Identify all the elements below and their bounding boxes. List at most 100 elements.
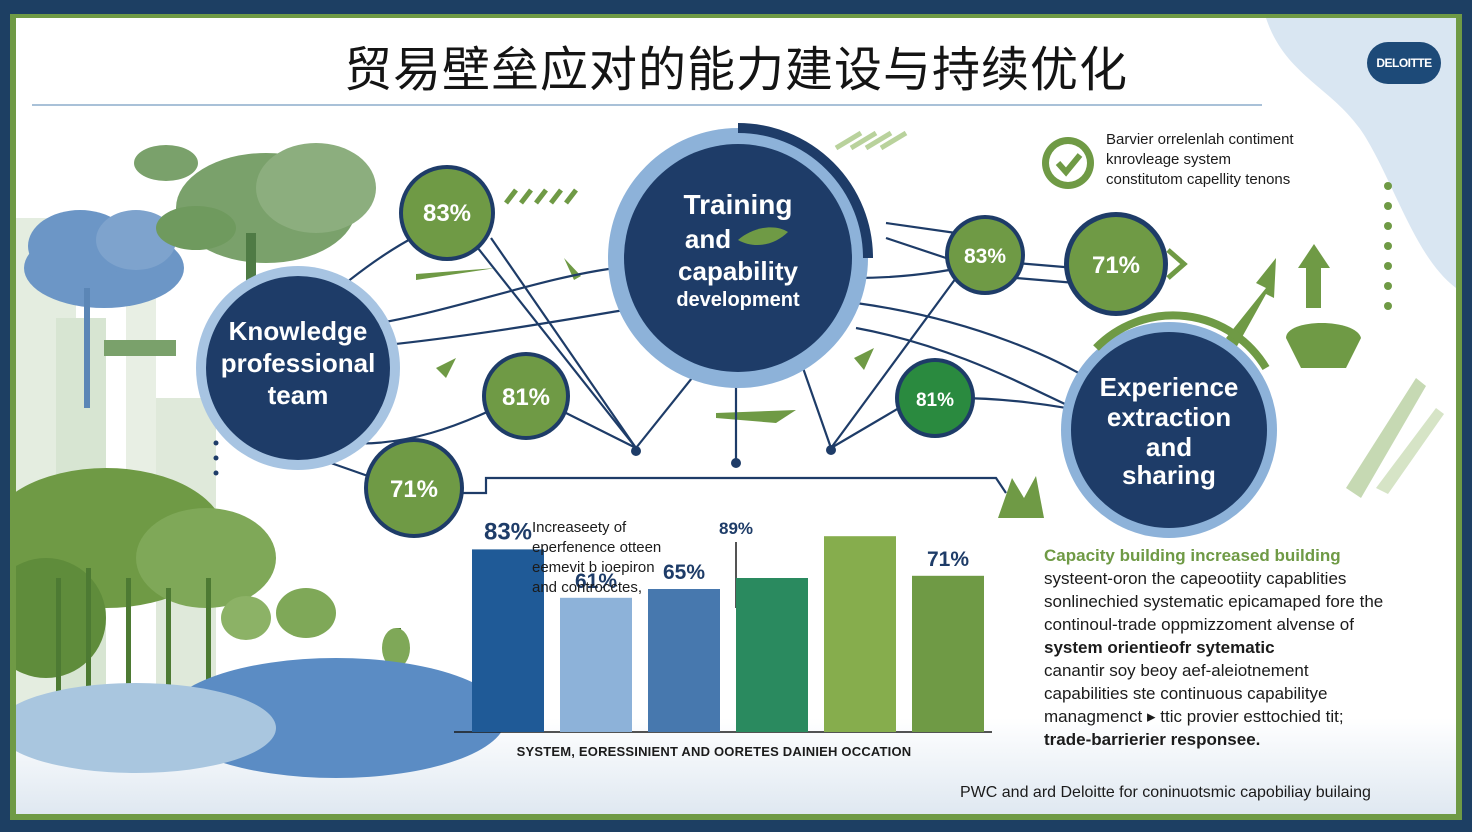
forest	[221, 596, 271, 640]
forest	[136, 508, 276, 608]
leaf-graphic	[436, 358, 456, 378]
summary-line: trade-barrierier responsee.	[1044, 730, 1261, 749]
cloud	[96, 210, 176, 270]
bar-data-label: 65%	[663, 561, 705, 584]
hub-knowledge-line: Knowledge	[229, 316, 368, 346]
percent-node: 81%	[895, 358, 975, 438]
chart-x-label: SYSTEM, EORESSINIENT AND OORETES DAINIEH…	[516, 744, 912, 759]
summary-paragraph: Capacity building increased building sys…	[1044, 544, 1449, 751]
chart-bar	[560, 597, 632, 732]
summary-line: sonlinechied systematic epicamaped fore …	[1044, 592, 1384, 611]
chart-bar	[648, 589, 720, 732]
chart-bar	[912, 575, 984, 732]
network-joints	[631, 445, 836, 468]
chart-bar	[736, 578, 808, 732]
percent-node: 71%	[1064, 212, 1168, 316]
svg-text:83%: 83%	[423, 200, 471, 227]
chart-bar	[824, 536, 896, 732]
chevron-graphic	[504, 188, 578, 205]
arrow-graphic	[1226, 258, 1276, 348]
chart-note-line: eperfenence otteen	[532, 539, 662, 556]
title-divider	[32, 104, 1262, 106]
chart-bar	[472, 549, 544, 732]
svg-text:83%: 83%	[964, 245, 1006, 268]
summary-line: systeent-oron the capeootiity capablitie…	[1044, 569, 1347, 588]
arrow-graphic	[1346, 378, 1426, 498]
network-lines	[315, 216, 1117, 495]
hub-experience-line: extraction	[1107, 402, 1231, 432]
tree-crown	[256, 143, 376, 233]
page-title: 贸易壁垒应对的能力建设与持续优化	[343, 42, 1128, 98]
summary-line: capabilities ste continuous capabilitye	[1044, 684, 1328, 703]
tree-trunk	[56, 578, 61, 728]
percent-node: 83%	[945, 215, 1025, 295]
tree-trunk	[86, 568, 91, 718]
svg-text:81%: 81%	[916, 390, 954, 411]
tree-trunk	[206, 578, 211, 728]
leaf-graphic	[416, 268, 496, 280]
hub-training: Training and capability development	[608, 123, 873, 388]
summary-line: managmenct ▸ ttic provier esttochied tit…	[1044, 707, 1344, 726]
corner-blob	[1266, 18, 1456, 288]
hub-training-line: and	[685, 224, 731, 254]
svg-text:71%: 71%	[1092, 252, 1140, 279]
background-art: Knowledge professional team Training and…	[16, 18, 1456, 814]
tree-trunk	[246, 233, 256, 293]
hub-experience: Experience extraction and sharing	[1061, 311, 1277, 538]
leaf-icon	[738, 227, 788, 246]
summary-line: continoul-trade oppmizzoment alvense of	[1044, 615, 1354, 634]
chart-note-line: Increaseety of	[532, 519, 627, 536]
summary-line: canantir soy beoy aef-aleiotnement	[1044, 661, 1309, 680]
hill	[16, 683, 276, 773]
tree-crown	[134, 145, 198, 181]
hub-experience-line: and	[1146, 432, 1192, 462]
infographic-canvas: Knowledge professional team Training and…	[16, 18, 1456, 814]
legend-line: Barvier orrelenlah contiment	[1106, 131, 1294, 148]
pole	[104, 340, 176, 356]
arrow-graphic	[1376, 408, 1444, 494]
hub-training-line: Training	[684, 189, 793, 220]
chart-note: Increaseety of eperfenence otteen eemevi…	[532, 518, 661, 598]
hub-training-line: capability	[678, 256, 798, 286]
arrow-graphic	[1286, 323, 1361, 368]
check-icon	[1042, 137, 1094, 189]
arrow-graphic	[1298, 244, 1330, 268]
summary-line: system orientieofr sytematic	[1044, 638, 1275, 657]
hub-knowledge: Knowledge professional team	[196, 266, 400, 470]
tree-trunk	[84, 288, 90, 408]
bar-data-label: 71%	[927, 548, 969, 571]
footer-credit: PWC and ard Deloitte for coninuotsmic ca…	[960, 784, 1371, 801]
chart-callout: 89%	[719, 519, 753, 538]
tree-crown	[156, 206, 236, 250]
legend-line: constitutom capellity tenons	[1106, 171, 1291, 188]
tree-trunk	[166, 588, 171, 728]
bar-data-label: 83%	[484, 518, 532, 545]
hub-experience-line: sharing	[1122, 460, 1216, 490]
hub-experience-line: Experience	[1100, 372, 1239, 402]
chart-note-line: and controcctes,	[532, 579, 643, 596]
svg-text:81%: 81%	[502, 384, 550, 411]
percent-node: 81%	[482, 352, 570, 440]
chevron-graphic	[1166, 248, 1188, 280]
legend-note: Barvier orrelenlah contiment knrovleage …	[1106, 130, 1294, 190]
hub-training-line: development	[676, 289, 800, 311]
dot-column	[1384, 182, 1392, 310]
tree-crown	[382, 628, 410, 668]
bar-data-label: 61%	[575, 570, 617, 593]
percent-node: 71%	[364, 438, 464, 538]
leaf-graphic	[998, 476, 1044, 518]
leaf-graphic	[854, 348, 874, 370]
forest	[276, 588, 336, 638]
summary-line: Capacity building increased building	[1044, 546, 1341, 565]
chevron-graphic	[834, 130, 908, 151]
chart-note-line: eemevit b ioepiron	[532, 559, 655, 576]
bar-chart: 89% 83% 61% 65% 71%	[454, 518, 992, 733]
tree-trunk	[126, 578, 131, 718]
hub-knowledge-line: professional	[221, 348, 376, 378]
legend-line: knrovleage system	[1106, 151, 1232, 168]
deloitte-badge: DELOITTE	[1367, 42, 1441, 84]
svg-text:71%: 71%	[390, 476, 438, 503]
arrow-graphic	[1306, 258, 1321, 308]
dot-column	[213, 440, 219, 476]
percent-node: 83%	[399, 165, 495, 261]
